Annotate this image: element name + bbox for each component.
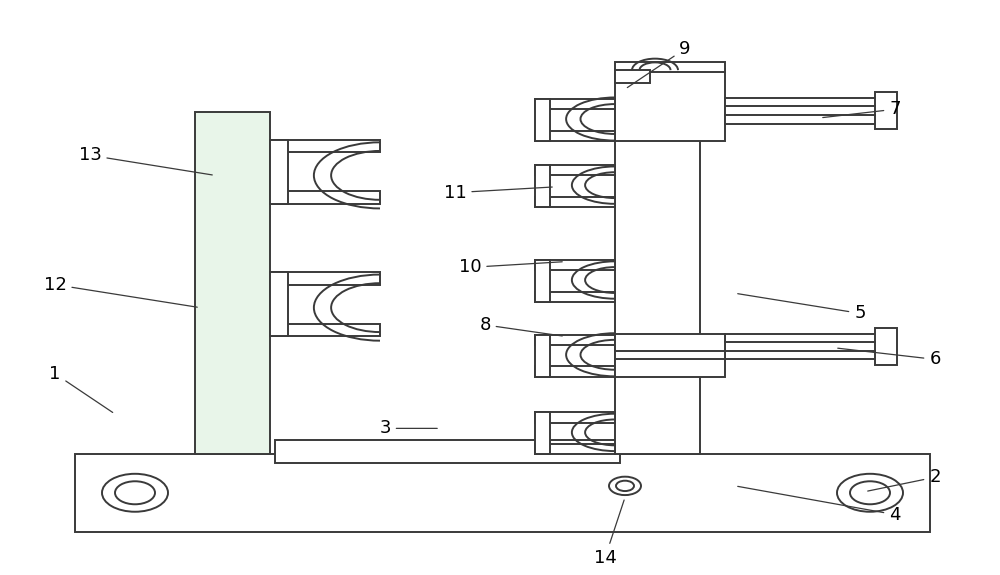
Circle shape	[837, 474, 903, 512]
Bar	[875, 328, 897, 365]
Text: 9: 9	[627, 40, 691, 87]
Circle shape	[102, 474, 168, 512]
Text: 6: 6	[838, 348, 941, 369]
Text: 8: 8	[479, 316, 562, 336]
Bar	[535, 412, 550, 454]
Bar	[615, 69, 725, 141]
Bar	[75, 454, 930, 532]
Bar	[270, 272, 288, 336]
Bar	[725, 98, 880, 124]
Bar	[270, 140, 380, 152]
Bar	[535, 292, 615, 302]
Text: 12: 12	[44, 275, 197, 307]
Circle shape	[850, 481, 890, 504]
Bar	[535, 197, 615, 207]
Text: 10: 10	[459, 258, 562, 277]
Bar	[535, 165, 550, 207]
Bar	[195, 112, 270, 454]
Bar	[270, 324, 380, 336]
Bar	[535, 366, 615, 377]
Bar	[875, 92, 897, 129]
Bar	[725, 334, 880, 359]
Bar	[535, 99, 550, 141]
Bar	[535, 412, 615, 423]
Bar	[535, 165, 615, 175]
Text: 1: 1	[49, 365, 113, 412]
Bar	[535, 260, 550, 302]
Bar	[535, 444, 615, 454]
Bar	[275, 440, 620, 463]
Text: 5: 5	[738, 294, 866, 323]
Bar	[270, 191, 380, 204]
Bar	[535, 131, 615, 141]
Bar	[535, 260, 615, 270]
Bar	[535, 335, 615, 345]
Bar	[615, 62, 725, 72]
Bar	[615, 101, 700, 454]
Text: 11: 11	[444, 183, 552, 202]
Text: 2: 2	[868, 468, 941, 491]
Circle shape	[609, 477, 641, 495]
Circle shape	[115, 481, 155, 504]
Bar	[535, 99, 615, 109]
Text: 7: 7	[823, 100, 901, 118]
Bar	[270, 272, 380, 285]
Bar	[615, 70, 650, 83]
Text: 3: 3	[379, 419, 437, 438]
Bar	[535, 335, 550, 377]
Text: 14: 14	[594, 500, 624, 567]
Circle shape	[616, 481, 634, 491]
Text: 13: 13	[79, 146, 212, 175]
Text: 4: 4	[738, 486, 901, 524]
Bar	[270, 140, 288, 204]
Bar	[615, 334, 725, 377]
